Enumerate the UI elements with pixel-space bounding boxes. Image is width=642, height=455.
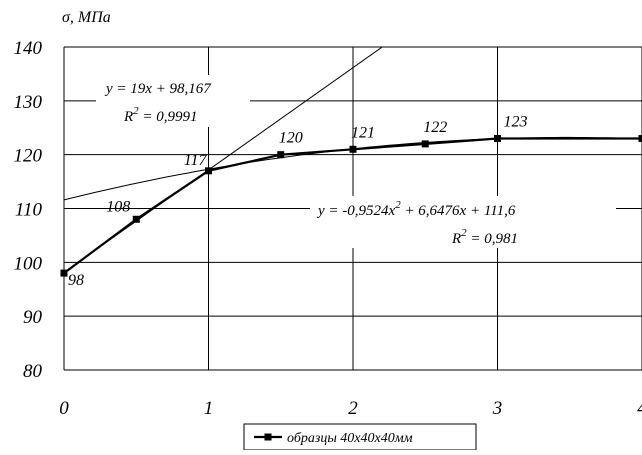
data-label: 123	[504, 114, 528, 131]
y-tick-label: 140	[14, 38, 43, 59]
data-point-marker	[277, 151, 284, 158]
x-tick-label: 4	[637, 398, 642, 419]
poly-eq-part: y = -0,9524x	[316, 203, 396, 219]
r-squared-symbol: R	[123, 109, 133, 125]
data-label: 108	[106, 198, 130, 215]
data-point-marker	[350, 146, 357, 153]
r-squared-value: = 0,9991	[139, 109, 198, 125]
data-point-marker	[61, 270, 68, 277]
linear-equation: y = 19x + 98,167	[104, 81, 212, 97]
x-tick-label: 3	[492, 398, 503, 419]
x-tick-label: 0	[59, 398, 69, 419]
y-tick-label: 120	[14, 146, 43, 167]
y-axis-title: σ, МПа	[62, 9, 111, 26]
poly-eq-part: + 6,6476x + 111,6	[401, 203, 516, 219]
legend-label: образцы 40х40х40мм	[287, 431, 413, 446]
x-tick-label: 2	[348, 398, 358, 419]
y-tick-label: 100	[14, 253, 43, 274]
y-tick-label: 130	[14, 92, 43, 113]
y-tick-label: 90	[23, 307, 43, 328]
data-label: 120	[279, 130, 303, 147]
y-tick-label: 80	[23, 361, 43, 382]
data-label: 98	[68, 272, 84, 289]
data-label: 122	[423, 119, 447, 136]
y-tick-label: 110	[15, 200, 43, 221]
data-point-marker	[422, 140, 429, 147]
data-point-marker	[639, 135, 642, 142]
data-label: 117	[184, 152, 208, 169]
data-point-marker	[494, 135, 501, 142]
r-squared-value: = 0,981	[467, 231, 518, 247]
data-point-marker	[133, 216, 140, 223]
legend-marker-symbol	[265, 434, 272, 441]
x-tick-label: 1	[204, 398, 214, 419]
r-squared-symbol: R	[451, 231, 461, 247]
data-label: 121	[351, 124, 375, 141]
